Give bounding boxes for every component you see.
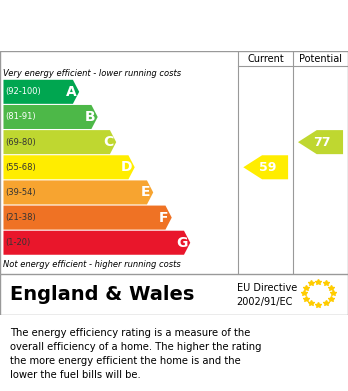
Text: E: E (141, 185, 150, 199)
Text: (92-100): (92-100) (5, 87, 41, 96)
Text: (69-80): (69-80) (5, 138, 36, 147)
Polygon shape (3, 155, 135, 179)
Text: (21-38): (21-38) (5, 213, 36, 222)
Text: Current: Current (247, 54, 284, 64)
Polygon shape (3, 206, 172, 230)
Text: 2002/91/EC: 2002/91/EC (237, 298, 293, 307)
Text: Potential: Potential (299, 54, 342, 64)
Text: Not energy efficient - higher running costs: Not energy efficient - higher running co… (3, 260, 181, 269)
Text: (39-54): (39-54) (5, 188, 36, 197)
Polygon shape (3, 231, 190, 255)
Text: EU Directive: EU Directive (237, 283, 297, 293)
Text: A: A (66, 85, 77, 99)
Text: 59: 59 (259, 161, 276, 174)
Polygon shape (3, 105, 98, 129)
Text: F: F (159, 211, 168, 224)
Text: B: B (84, 110, 95, 124)
Text: Energy Efficiency Rating: Energy Efficiency Rating (10, 16, 258, 34)
Text: 77: 77 (314, 136, 331, 149)
Polygon shape (3, 80, 79, 104)
Text: (81-91): (81-91) (5, 113, 36, 122)
Text: (55-68): (55-68) (5, 163, 36, 172)
Text: (1-20): (1-20) (5, 238, 31, 247)
Text: C: C (103, 135, 113, 149)
Polygon shape (3, 180, 153, 204)
Text: G: G (176, 236, 188, 250)
Text: D: D (121, 160, 133, 174)
Text: Very energy efficient - lower running costs: Very energy efficient - lower running co… (3, 68, 182, 78)
Polygon shape (3, 130, 116, 154)
Text: The energy efficiency rating is a measure of the
overall efficiency of a home. T: The energy efficiency rating is a measur… (10, 328, 262, 380)
Polygon shape (298, 130, 343, 154)
Polygon shape (243, 155, 288, 179)
Text: England & Wales: England & Wales (10, 285, 195, 304)
